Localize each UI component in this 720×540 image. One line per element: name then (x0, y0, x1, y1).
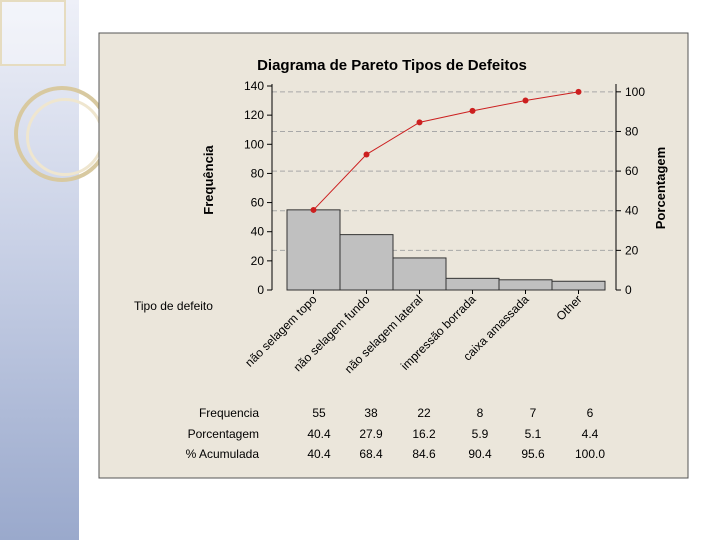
cumulative-point-3 (469, 107, 476, 114)
tick-label-left-4: 80 (251, 166, 265, 180)
table-cell-2-3: 90.4 (468, 447, 492, 461)
decorative-square (0, 0, 66, 66)
y-axis-right-label: Porcentagem (653, 147, 668, 229)
table-row-label-0: Frequencia (199, 406, 259, 420)
bar-4 (498, 279, 553, 291)
cumulative-point-2 (416, 119, 423, 126)
tick-label-left-0: 0 (257, 283, 264, 297)
tick-label-left-5: 100 (244, 137, 264, 151)
table-cell-1-1: 27.9 (359, 427, 383, 441)
tick-label-right-2: 40 (625, 204, 639, 218)
bar-0 (286, 209, 341, 291)
table-cell-2-1: 68.4 (359, 447, 383, 461)
table-cell-0-4: 7 (530, 406, 537, 420)
chart-title: Diagrama de Pareto Tipos de Defeitos (257, 57, 527, 74)
table-cell-1-2: 16.2 (412, 427, 436, 441)
tick-label-right-5: 100 (625, 85, 645, 99)
tick-label-right-4: 80 (625, 124, 639, 138)
bar-5 (551, 280, 606, 291)
table-cell-0-3: 8 (477, 406, 484, 420)
cumulative-point-1 (363, 151, 370, 158)
bar-2 (392, 257, 447, 291)
cumulative-point-0 (310, 206, 317, 213)
table-cell-2-4: 95.6 (521, 447, 545, 461)
cumulative-point-4 (522, 97, 529, 104)
table-cell-1-0: 40.4 (307, 427, 331, 441)
tick-label-left-7: 140 (244, 79, 264, 93)
tick-label-left-6: 120 (244, 108, 264, 122)
table-row-label-1: Porcentagem (188, 427, 259, 441)
cumulative-line (313, 91, 579, 211)
table-cell-1-4: 5.1 (525, 427, 542, 441)
tick-label-right-3: 60 (625, 164, 639, 178)
table-cell-1-5: 4.4 (582, 427, 599, 441)
table-cell-2-0: 40.4 (307, 447, 331, 461)
x-axis-label: Tipo de defeito (134, 299, 213, 313)
table-cell-2-5: 100.0 (575, 447, 605, 461)
cumulative-point-5 (575, 88, 582, 95)
table-cell-0-2: 22 (417, 406, 431, 420)
tick-label-left-2: 40 (251, 225, 265, 239)
tick-label-left-1: 20 (251, 254, 265, 268)
tick-label-right-0: 0 (625, 283, 632, 297)
table-row-label-2: % Acumulada (186, 447, 260, 461)
table-cell-1-3: 5.9 (472, 427, 489, 441)
table-cell-0-1: 38 (364, 406, 378, 420)
bar-1 (339, 234, 394, 291)
y-axis-left-label: Frequência (201, 145, 216, 215)
table-cell-0-5: 6 (587, 406, 594, 420)
table-cell-0-0: 55 (312, 406, 326, 420)
tick-label-left-3: 60 (251, 196, 265, 210)
bar-3 (445, 277, 500, 291)
table-cell-2-2: 84.6 (412, 447, 436, 461)
tick-label-right-1: 20 (625, 243, 639, 257)
